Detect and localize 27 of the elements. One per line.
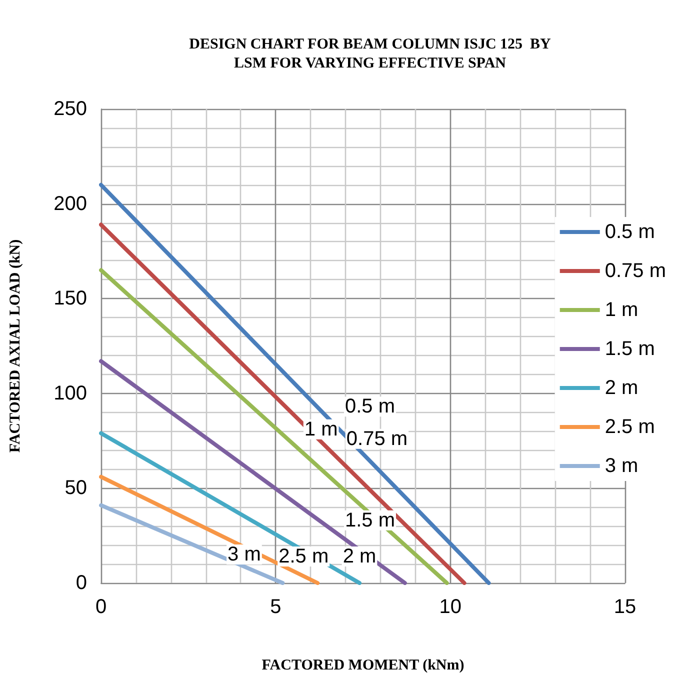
x-tick-label: 10 <box>439 596 462 618</box>
x-axis-title: FACTORED MOMENT (kNm) <box>262 658 464 674</box>
annotation: 1 m <box>304 418 338 440</box>
annotation: 3 m <box>228 544 261 566</box>
x-tick-label: 5 <box>270 596 282 618</box>
annotation: 0.75 m <box>346 428 408 450</box>
legend-label: 1 m <box>604 299 638 321</box>
annotation: 0.5 m <box>344 396 395 418</box>
y-tick-label: 150 <box>54 288 87 310</box>
chart-title: DESIGN CHART FOR BEAM COLUMN ISJC 125 BY LSM FOR VARYING EFFECTIVE SPAN <box>189 36 552 72</box>
y-axis-title: FACTORED AXIAL LOAD (kN) <box>8 239 24 453</box>
annotation: 2.5 m <box>278 545 329 568</box>
y-tick-label: 0 <box>76 572 87 594</box>
legend-label: 3 m <box>604 455 638 477</box>
x-tick-label: 15 <box>614 596 636 618</box>
legend-label: 2 m <box>604 377 638 399</box>
legend-label: 0.5 m <box>604 221 655 243</box>
y-tick-label: 250 <box>54 98 87 120</box>
legend-label: 0.75 m <box>604 260 666 282</box>
y-tick-label: 200 <box>54 192 87 215</box>
x-tick-label: 0 <box>95 596 107 618</box>
annotation: 1.5 m <box>344 509 395 532</box>
annotation: 2 m <box>342 545 376 568</box>
legend-label: 2.5 m <box>604 416 655 438</box>
y-tick-label: 50 <box>64 477 87 500</box>
legend-label: 1.5 m <box>604 338 655 360</box>
y-tick-label: 100 <box>54 382 87 404</box>
